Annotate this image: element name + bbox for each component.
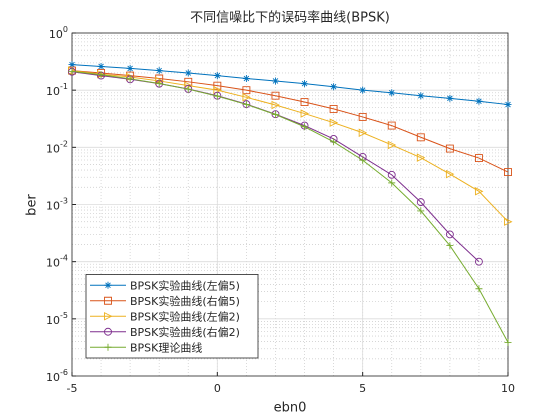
marker xyxy=(416,153,426,162)
marker xyxy=(242,100,250,108)
marker xyxy=(301,80,309,88)
marker xyxy=(300,109,310,118)
marker xyxy=(387,170,396,179)
marker xyxy=(242,93,251,102)
marker xyxy=(213,72,221,80)
marker xyxy=(68,61,76,69)
marker xyxy=(475,285,483,293)
marker xyxy=(416,198,425,207)
marker xyxy=(446,242,454,250)
marker xyxy=(475,97,483,105)
axes-box xyxy=(71,32,509,377)
marker xyxy=(445,169,455,179)
marker xyxy=(184,69,192,77)
x-tick-label: 5 xyxy=(359,382,366,395)
marker xyxy=(474,187,484,196)
marker xyxy=(97,62,105,70)
marker xyxy=(445,144,454,153)
marker xyxy=(329,118,339,127)
marker xyxy=(504,217,513,226)
marker xyxy=(358,128,368,137)
marker xyxy=(359,156,367,164)
marker xyxy=(213,92,221,100)
marker xyxy=(184,85,192,93)
legend-label: BPSK实验曲线(右偏5) xyxy=(130,294,240,308)
series-line xyxy=(71,70,509,343)
marker xyxy=(126,64,134,72)
series-line xyxy=(71,64,509,106)
marker xyxy=(330,83,338,91)
marker xyxy=(155,79,163,87)
marker xyxy=(329,104,338,113)
marker xyxy=(417,92,425,100)
y-tick-label: 10-3 xyxy=(46,196,68,213)
marker xyxy=(358,113,367,121)
marker xyxy=(97,71,105,79)
y-tick-label: 10-1 xyxy=(46,82,68,99)
marker xyxy=(504,101,512,109)
marker xyxy=(104,312,113,321)
y-tick-label: 10-5 xyxy=(46,310,68,327)
series xyxy=(68,61,512,109)
marker xyxy=(68,67,76,75)
marker xyxy=(504,168,512,176)
legend-label: BPSK实验曲线(左偏2) xyxy=(130,309,240,323)
legend-label: BPSK理论曲线 xyxy=(130,340,202,354)
y-axis-label: ber xyxy=(25,194,40,216)
x-tick-label: 10 xyxy=(501,382,515,395)
marker xyxy=(474,154,483,162)
y-tick-label: 10-2 xyxy=(46,139,68,156)
marker xyxy=(301,123,309,131)
x-axis-label: ebn0 xyxy=(274,401,307,416)
series xyxy=(68,67,512,346)
legend: BPSK实验曲线(左偏5) BPSK实验曲线(右偏5)BPSK实验曲线(左偏2) B… xyxy=(85,274,259,359)
marker xyxy=(242,86,251,95)
chart-title: 不同信噪比下的误码率曲线(BPSK) xyxy=(190,10,390,26)
series-line xyxy=(71,70,509,223)
marker xyxy=(330,138,338,146)
marker xyxy=(417,207,425,215)
marker xyxy=(416,133,425,142)
marker xyxy=(446,94,454,102)
marker xyxy=(271,100,280,110)
x-tick-label: 0 xyxy=(214,382,221,395)
marker xyxy=(271,77,279,85)
marker xyxy=(271,91,280,100)
marker xyxy=(359,86,367,94)
marker xyxy=(445,230,454,239)
marker xyxy=(388,179,396,187)
marker xyxy=(474,257,483,266)
y-tick-label: 10-4 xyxy=(46,253,68,270)
legend-label: BPSK实验曲线(左偏5) xyxy=(130,278,240,292)
marker xyxy=(388,89,396,97)
marker xyxy=(104,281,112,289)
marker xyxy=(242,74,250,82)
series-line xyxy=(71,70,509,173)
marker xyxy=(387,140,397,150)
marker xyxy=(155,67,163,75)
x-tick-label: -5 xyxy=(67,382,78,395)
y-tick-label: 10-6 xyxy=(46,368,68,385)
marker xyxy=(504,338,512,346)
marker xyxy=(300,98,309,106)
marker xyxy=(104,327,112,336)
legend-label: BPSK实验曲线(右偏2) xyxy=(130,325,240,339)
marker xyxy=(387,121,396,130)
marker xyxy=(126,75,134,83)
marker xyxy=(104,343,112,351)
y-tick-label: 100 xyxy=(49,25,68,42)
marker xyxy=(104,296,112,305)
marker xyxy=(271,111,279,119)
